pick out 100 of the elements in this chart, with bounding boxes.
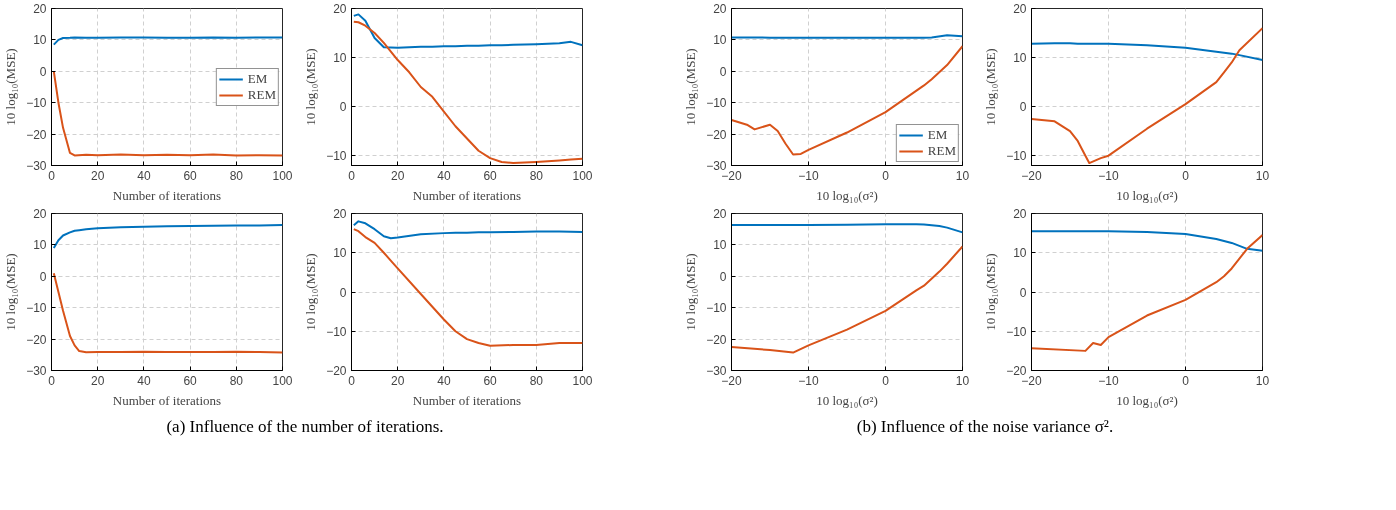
y-tick-label: 20 xyxy=(333,2,347,16)
y-tick-label: −10 xyxy=(26,301,47,316)
x-axis-title: Number of iterations xyxy=(412,392,522,408)
x-tick-label: 20 xyxy=(391,373,405,388)
x-tick-label: 0 xyxy=(882,373,890,388)
x-tick-label: 100 xyxy=(572,373,593,388)
x-axis-title: Number of iterations xyxy=(112,187,222,203)
x-tick-label: 10 xyxy=(1255,373,1270,388)
y-tick-label: 10 xyxy=(1013,246,1027,261)
y-tick-label: 20 xyxy=(713,2,727,16)
legend-label: REM xyxy=(927,143,956,159)
x-axis-title: 10 log₁₀(σ²) xyxy=(1116,187,1178,203)
x-tick-label: 20 xyxy=(91,373,105,388)
y-axis-title: 10 log₁₀(MSE) xyxy=(983,253,999,331)
x-tick-label: −10 xyxy=(1098,168,1119,183)
y-tick-label: −10 xyxy=(706,301,727,316)
x-tick-label: 0 xyxy=(882,168,890,183)
y-axis-title: 10 log₁₀(MSE) xyxy=(3,48,19,126)
x-tick-label: 40 xyxy=(437,373,451,388)
y-tick-label: 10 xyxy=(33,238,47,253)
line-series xyxy=(731,245,963,354)
line-series xyxy=(352,13,583,49)
y-tick-label: −10 xyxy=(326,324,347,339)
y-axis-title: 10 log₁₀(MSE) xyxy=(303,48,319,126)
y-tick-label: −10 xyxy=(1006,324,1027,339)
x-tick-label: 0 xyxy=(1182,168,1190,183)
y-axis-title: 10 log₁₀(MSE) xyxy=(3,253,19,331)
x-tick-label: −10 xyxy=(798,373,819,388)
x-tick-label: 100 xyxy=(272,168,293,183)
y-tick-label: −10 xyxy=(26,96,47,111)
x-axis-title: Number of iterations xyxy=(412,187,522,203)
x-tick-label: 10 xyxy=(1255,168,1270,183)
x-tick-label: 40 xyxy=(137,373,151,388)
x-axis-title: 10 log₁₀(σ²) xyxy=(816,187,878,203)
y-tick-label: 0 xyxy=(39,64,47,79)
y-tick-label: 10 xyxy=(713,33,727,48)
x-tick-label: 60 xyxy=(483,168,498,183)
x-tick-label: 40 xyxy=(137,168,151,183)
x-tick-label: 60 xyxy=(483,373,498,388)
x-tick-label: 60 xyxy=(183,373,198,388)
legend-label: EM xyxy=(927,127,948,143)
y-tick-label: 10 xyxy=(713,238,727,253)
legend-label: REM xyxy=(247,86,276,103)
text: (b) Influence of the noise variance σ². xyxy=(856,416,1114,438)
y-tick-label: 20 xyxy=(33,207,47,221)
line-series xyxy=(52,272,283,354)
x-tick-label: 80 xyxy=(529,373,544,388)
x-tick-label: 20 xyxy=(391,168,405,183)
y-tick-label: 20 xyxy=(33,2,47,16)
y-tick-label: 10 xyxy=(333,51,347,66)
x-tick-label: 0 xyxy=(1182,373,1190,388)
y-tick-label: −30 xyxy=(706,159,727,173)
line-series xyxy=(52,70,283,157)
x-tick-label: 60 xyxy=(183,168,198,183)
y-axis-title: 10 log₁₀(MSE) xyxy=(683,48,699,126)
y-tick-label: 0 xyxy=(719,269,727,284)
y-tick-label: −20 xyxy=(326,364,347,378)
y-tick-label: −20 xyxy=(26,332,47,347)
y-tick-label: −10 xyxy=(1006,149,1027,164)
x-tick-label: −10 xyxy=(798,168,819,183)
legend-label: EM xyxy=(247,70,268,87)
line-series xyxy=(352,220,583,240)
y-tick-label: 20 xyxy=(1013,2,1027,16)
y-tick-label: 0 xyxy=(1019,285,1027,300)
y-tick-label: 0 xyxy=(719,64,727,79)
y-tick-label: 0 xyxy=(339,100,347,115)
x-tick-label: 80 xyxy=(229,168,244,183)
line-series xyxy=(52,36,283,46)
y-tick-label: 10 xyxy=(333,246,347,261)
y-tick-label: −20 xyxy=(26,127,47,142)
line-series xyxy=(352,228,583,347)
text: (a) Influence of the number of iterations. xyxy=(166,416,444,438)
x-tick-label: 100 xyxy=(272,373,293,388)
y-tick-label: −20 xyxy=(706,332,727,347)
line-series xyxy=(731,45,963,156)
y-tick-label: −30 xyxy=(26,159,47,173)
y-tick-label: 10 xyxy=(1013,51,1027,66)
x-tick-label: 10 xyxy=(955,168,970,183)
y-tick-label: 0 xyxy=(39,269,47,284)
y-tick-label: 0 xyxy=(1019,100,1027,115)
x-tick-label: 100 xyxy=(572,168,593,183)
line-series xyxy=(1031,234,1263,352)
y-tick-label: −10 xyxy=(706,96,727,111)
x-axis-title: 10 log₁₀(σ²) xyxy=(1116,392,1178,408)
y-axis-title: 10 log₁₀(MSE) xyxy=(683,253,699,331)
y-tick-label: −30 xyxy=(26,364,47,378)
x-tick-label: 80 xyxy=(529,168,544,183)
y-tick-label: 0 xyxy=(339,285,347,300)
y-axis-title: 10 log₁₀(MSE) xyxy=(303,253,319,331)
x-axis-title: Number of iterations xyxy=(112,392,222,408)
x-tick-label: 80 xyxy=(229,373,244,388)
x-tick-label: 10 xyxy=(955,373,970,388)
x-tick-label: 20 xyxy=(91,168,105,183)
x-axis-title: 10 log₁₀(σ²) xyxy=(816,392,878,408)
y-tick-label: 20 xyxy=(713,207,727,221)
y-tick-label: −20 xyxy=(706,127,727,142)
y-tick-label: −10 xyxy=(326,149,347,164)
y-tick-label: 20 xyxy=(333,207,347,221)
line-series xyxy=(52,224,283,250)
y-tick-label: 10 xyxy=(33,33,47,48)
